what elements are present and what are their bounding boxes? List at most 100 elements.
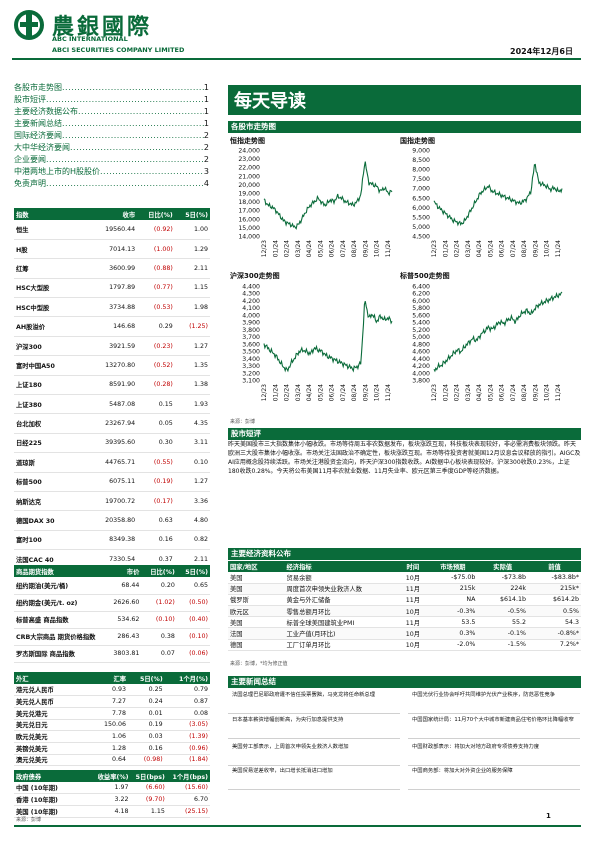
series-line [433, 291, 563, 373]
table-cell: (0.55) [137, 452, 175, 473]
x-tick-label: 06/24 [499, 384, 506, 401]
toc-item[interactable]: 主要经济数据公布1 [14, 106, 209, 118]
y-tick-label: 3,200 [242, 370, 260, 377]
table-cell: 3.11 [174, 433, 210, 454]
news-item: 中国商务部：将加大对外资企业的服务保障 [408, 766, 580, 790]
table-cell: 工厂订单月环比 [284, 639, 398, 651]
table-cell: 标普全球美国建筑业PMI [284, 616, 398, 629]
footer-divider [14, 825, 581, 827]
table-cell: (0.52) [137, 355, 175, 376]
table-cell: 1.97 [92, 782, 131, 795]
col-header: 国家/地区 [228, 561, 285, 572]
x-tick-label: 07/24 [340, 384, 347, 401]
news-section-header: 主要新闻总结 [228, 676, 581, 688]
table-cell: 3803.81 [104, 645, 142, 663]
toc-item[interactable]: 各股市走势图1 [14, 82, 209, 94]
table-cell: 德国 [228, 639, 285, 651]
table-cell: 0.65 [176, 577, 210, 595]
table-cell: -0.1% [477, 627, 528, 640]
x-tick-label: 06/24 [329, 240, 336, 257]
x-tick-label: 12/23 [431, 384, 438, 401]
hscei-chart: 9,000 8,500 8,000 7,500 7,000 6,500 6,000 5,500… [412, 148, 563, 257]
y-tick-label: 20,000 [238, 182, 260, 189]
table-cell: 0.05 [137, 413, 175, 434]
table-cell: 44765.71 [92, 452, 138, 473]
table-row: 标普500 6075.11 (0.19) 1.27 [14, 472, 210, 492]
col-header: 日比(%) [141, 565, 177, 577]
chart-title-hscei: 国指走势图 [400, 137, 435, 145]
bond-table: 政府债券 收益率(%) 5日(bps) 1个月(bps) 中国 (10年期) 1.… [14, 770, 210, 818]
table-cell: 中国 (10年期) [14, 782, 93, 795]
y-tick-label: 4,500 [412, 234, 430, 241]
toc-item[interactable]: 企业要闻2 [14, 154, 209, 166]
col-header: 市价 [104, 565, 142, 577]
table-row: CRB大宗商品 期货价格指数 286.43 0.38 (0.10) [14, 628, 210, 646]
x-tick-label: 10/24 [544, 240, 551, 257]
x-tick-label: 03/24 [295, 240, 302, 257]
toc-item[interactable]: 国际经济要闻2 [14, 130, 209, 142]
table-cell: AH股溢价 [14, 316, 93, 337]
toc-item[interactable]: 中港两地上市的H股股价3 [14, 166, 209, 178]
table-cell: 纽约期油(美元/桶) [14, 577, 105, 595]
y-tick-label: 18,000 [238, 199, 260, 206]
table-cell: CRB大宗商品 期货价格指数 [14, 628, 105, 646]
toc-item[interactable]: 大中华经济要闻2 [14, 142, 209, 154]
table-row: 沪深300 3921.59 (0.23) 1.27 [14, 336, 210, 357]
col-header: 5日(%) [174, 208, 210, 220]
news-item: 法国总理巴尼耶政府遭不信任投票罢黜，马克龙将任命新总理 [228, 690, 400, 714]
table-cell: 0.01 [128, 707, 165, 720]
chart-title-hsi: 恒指走势图 [230, 137, 265, 145]
toc-item[interactable]: 股市短评1 [14, 94, 209, 106]
x-tick-label: 02/24 [284, 384, 291, 401]
y-tick-label: 3,700 [242, 334, 260, 341]
table-cell: 富时100 [14, 530, 93, 551]
table-cell: 欧元区 [228, 605, 285, 618]
table-cell: HSC大型股 [14, 278, 93, 299]
table-cell: 20358.80 [92, 510, 138, 531]
table-row: H股 7014.13 (1.00) 1.29 [14, 239, 210, 260]
table-row: 纽约期金(美元/t. oz) 2626.60 (1.02) (0.50) [14, 594, 210, 612]
y-tick-label: 19,000 [238, 191, 260, 198]
y-tick-label: 16,000 [238, 216, 260, 223]
table-cell: 0.38 [141, 628, 177, 646]
table-cell: 贸易余额 [284, 572, 398, 584]
table-cell: (1.25) [174, 316, 210, 337]
table-row: 上证380 5487.08 0.15 1.93 [14, 394, 210, 415]
x-tick-label: 10/24 [544, 384, 551, 401]
y-tick-label: 4,800 [412, 341, 430, 348]
x-tick-label: 01/24 [272, 384, 279, 401]
table-cell: 1.35 [174, 355, 210, 376]
toc-item[interactable]: 免责声明4 [14, 178, 209, 190]
table-cell: 0.20 [141, 577, 177, 595]
y-tick-label: 4,100 [242, 305, 260, 312]
x-tick-label: 02/24 [284, 240, 291, 257]
table-cell: 欧元兑美元 [14, 730, 93, 743]
x-tick-label: 06/24 [329, 384, 336, 401]
table-cell: 俄罗斯 [228, 594, 285, 607]
col-header: 时间 [397, 561, 429, 572]
toc-item[interactable]: 主要新闻总结1 [14, 118, 209, 130]
col-header: 政府债券 [14, 770, 93, 782]
col-header: 1个月(%) [164, 672, 210, 684]
col-header: 经济指标 [284, 561, 398, 572]
table-cell: 1.98 [174, 297, 210, 318]
col-header: 收益率(%) [92, 770, 131, 782]
table-cell: 德国DAX 30 [14, 510, 93, 531]
table-cell: -$75.0b [428, 572, 478, 584]
y-tick-label: 5,800 [412, 305, 430, 312]
y-tick-label: 23,000 [238, 156, 260, 163]
x-tick-label: 10/24 [374, 240, 381, 257]
table-cell: 7014.13 [92, 239, 138, 260]
col-header: 实际值 [477, 561, 528, 572]
table-row: 法国 工业产值(月环比) 10月 0.3% -0.1% -0.8%* [228, 627, 581, 640]
y-tick-label: 5,500 [412, 214, 430, 221]
table-cell: 美国 (10年期) [14, 805, 93, 818]
x-tick-label: 04/24 [476, 240, 483, 257]
table-cell: (25.15) [166, 805, 210, 818]
table-cell: (0.10) [176, 628, 210, 646]
table-cell: 8591.90 [92, 375, 138, 396]
table-cell: 0.87 [164, 695, 210, 708]
x-tick-label: 12/23 [261, 384, 268, 401]
table-cell: 0.16 [128, 742, 165, 755]
table-cell: 11月 [397, 616, 429, 629]
